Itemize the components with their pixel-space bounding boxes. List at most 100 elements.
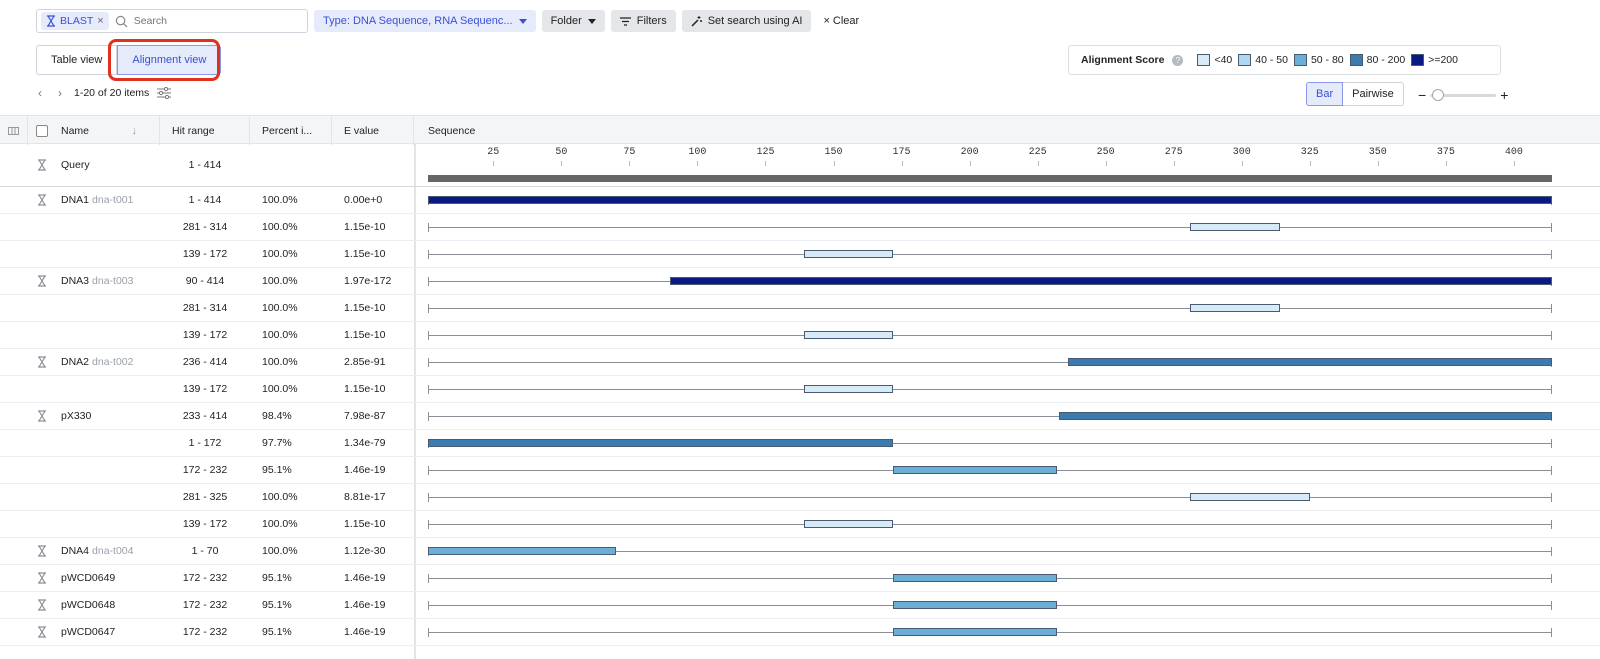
evalue-cell: 1.15e-10: [344, 302, 386, 314]
row-name: pWCD0647: [61, 619, 115, 645]
legend-label: <40: [1214, 54, 1233, 66]
table-row[interactable]: 139 - 172 100.0% 1.15e-10: [0, 511, 1600, 538]
row-name: DNA4 dna-t004: [61, 538, 133, 564]
table-row[interactable]: 281 - 314 100.0% 1.15e-10: [0, 295, 1600, 322]
alignment-bar[interactable]: [428, 439, 894, 447]
evalue-header[interactable]: E value: [332, 116, 414, 145]
ai-search-button[interactable]: Set search using AI: [681, 10, 812, 32]
column-settings-icon[interactable]: [157, 87, 172, 99]
alignment-bar[interactable]: [803, 331, 894, 339]
alignment-bar[interactable]: [1190, 223, 1280, 231]
legend-label: >=200: [1428, 54, 1458, 66]
percent-identity-header[interactable]: Percent i...: [250, 116, 332, 145]
evalue-cell: 1.15e-10: [344, 329, 386, 341]
alignment-bar[interactable]: [893, 601, 1057, 609]
sequence-name[interactable]: DNA2: [61, 356, 90, 368]
ruler-tick-label: 200: [960, 147, 979, 158]
select-all-checkbox[interactable]: [36, 124, 48, 137]
sequence-header: Sequence: [428, 124, 476, 137]
alignment-bar[interactable]: [1059, 412, 1552, 420]
percent-identity-cell: 100.0%: [262, 194, 298, 206]
sequence-name[interactable]: DNA1: [61, 194, 90, 206]
legend-swatch: [1293, 54, 1307, 66]
pairwise-mode-button[interactable]: Pairwise: [1343, 82, 1404, 106]
bar-mode-button[interactable]: Bar: [1306, 82, 1344, 106]
zoom-in-button[interactable]: +: [1500, 87, 1509, 103]
alignment-bar[interactable]: [803, 250, 894, 258]
legend-item: <40: [1197, 54, 1232, 66]
filters-button[interactable]: Filters: [610, 10, 676, 32]
folder-dropdown[interactable]: Folder: [541, 10, 605, 32]
hourglass-icon: [36, 268, 48, 294]
table-row[interactable]: 281 - 314 100.0% 1.15e-10: [0, 214, 1600, 241]
table-row[interactable]: pWCD0648 172 - 232 95.1% 1.46e-19: [0, 592, 1600, 619]
zoom-slider-handle[interactable]: [1432, 88, 1445, 101]
table-row[interactable]: pX330 233 - 414 98.4% 7.98e-87: [0, 403, 1600, 430]
alignment-bar[interactable]: [803, 385, 894, 393]
alignment-bar[interactable]: [893, 466, 1057, 474]
alignment-bar[interactable]: [893, 574, 1057, 582]
hit-range-cell: 172 - 232: [182, 572, 228, 584]
table-row[interactable]: 139 - 172 100.0% 1.15e-10: [0, 376, 1600, 403]
table-row[interactable]: DNA3 dna-t003 90 - 414 100.0% 1.97e-172: [0, 268, 1600, 295]
clear-button[interactable]: × Clear: [817, 10, 865, 32]
table-row[interactable]: 139 - 172 100.0% 1.15e-10: [0, 322, 1600, 349]
ruler-tick-mark: [833, 161, 835, 166]
type-filter-dropdown[interactable]: Type: DNA Sequence, RNA Sequenc...: [314, 10, 536, 32]
zoom-slider[interactable]: [1430, 88, 1497, 101]
zoom-out-button[interactable]: −: [1418, 87, 1427, 103]
alignment-bar[interactable]: [670, 277, 1552, 285]
hit-range-header[interactable]: Hit range: [160, 116, 250, 145]
sequence-name[interactable]: pX330: [61, 410, 92, 422]
hit-range-cell: 233 - 414: [182, 410, 228, 422]
sequence-name[interactable]: pWCD0648: [61, 599, 116, 611]
ruler-tick-label: 325: [1300, 147, 1319, 158]
sequence-name[interactable]: DNA3: [61, 275, 90, 287]
legend-swatch: [1349, 54, 1363, 66]
name-header[interactable]: Name ↓: [28, 116, 160, 145]
blast-chip[interactable]: BLAST ×: [41, 12, 109, 30]
alignment-bar[interactable]: [893, 628, 1057, 636]
column-toggle[interactable]: [0, 116, 28, 145]
folder-label: Folder: [550, 15, 582, 27]
alignment-bar[interactable]: [1190, 493, 1310, 501]
table-row[interactable]: DNA1 dna-t001 1 - 414 100.0% 0.00e+0: [0, 187, 1600, 214]
table-row[interactable]: 281 - 325 100.0% 8.81e-17: [0, 484, 1600, 511]
percent-identity-cell: 100.0%: [262, 302, 298, 314]
chevron-left-icon[interactable]: ‹: [38, 86, 42, 100]
table-row[interactable]: DNA4 dna-t004 1 - 70 100.0% 1.12e-30: [0, 538, 1600, 565]
percent-identity-cell: 95.1%: [262, 464, 292, 476]
table-row[interactable]: 1 - 172 97.7% 1.34e-79: [0, 430, 1600, 457]
ruler-tick-mark: [1037, 161, 1039, 166]
alignment-bar[interactable]: [803, 520, 894, 528]
search-input[interactable]: [133, 15, 284, 27]
table-row[interactable]: 139 - 172 100.0% 1.15e-10: [0, 241, 1600, 268]
chevron-right-icon[interactable]: ›: [58, 86, 62, 100]
table-row[interactable]: DNA2 dna-t002 236 - 414 100.0% 2.85e-91: [0, 349, 1600, 376]
hourglass-icon: [36, 592, 48, 618]
sequence-track: [428, 385, 1552, 394]
alignment-bar[interactable]: [428, 196, 1552, 204]
sequence-name[interactable]: DNA4: [61, 545, 90, 557]
sort-arrow-icon[interactable]: ↓: [131, 124, 138, 137]
evalue-cell: 7.98e-87: [344, 410, 386, 422]
legend-swatch: [1411, 54, 1425, 66]
alignment-bar[interactable]: [428, 547, 616, 555]
evalue-cell: 1.15e-10: [344, 518, 386, 530]
hit-range-cell: 281 - 325: [182, 491, 228, 503]
alignment-bar[interactable]: [1190, 304, 1280, 312]
table-row[interactable]: 172 - 232 95.1% 1.46e-19: [0, 457, 1600, 484]
alignment-bar[interactable]: [1067, 358, 1552, 366]
table-view-button[interactable]: Table view: [36, 45, 118, 75]
table-row[interactable]: pWCD0647 172 - 232 95.1% 1.46e-19: [0, 619, 1600, 646]
table-row[interactable]: pWCD0649 172 - 232 95.1% 1.46e-19: [0, 565, 1600, 592]
sequence-name[interactable]: pWCD0649: [61, 572, 116, 584]
search-box[interactable]: BLAST ×: [36, 9, 308, 33]
close-icon[interactable]: ×: [97, 15, 104, 27]
evalue-cell: 1.46e-19: [344, 599, 386, 611]
alignment-view-button[interactable]: Alignment view: [117, 45, 222, 75]
percent-identity-cell: 100.0%: [262, 248, 298, 260]
sequence-name[interactable]: pWCD0647: [61, 626, 116, 638]
legend-item: 80 - 200: [1349, 54, 1405, 66]
help-icon[interactable]: ?: [1172, 54, 1184, 66]
